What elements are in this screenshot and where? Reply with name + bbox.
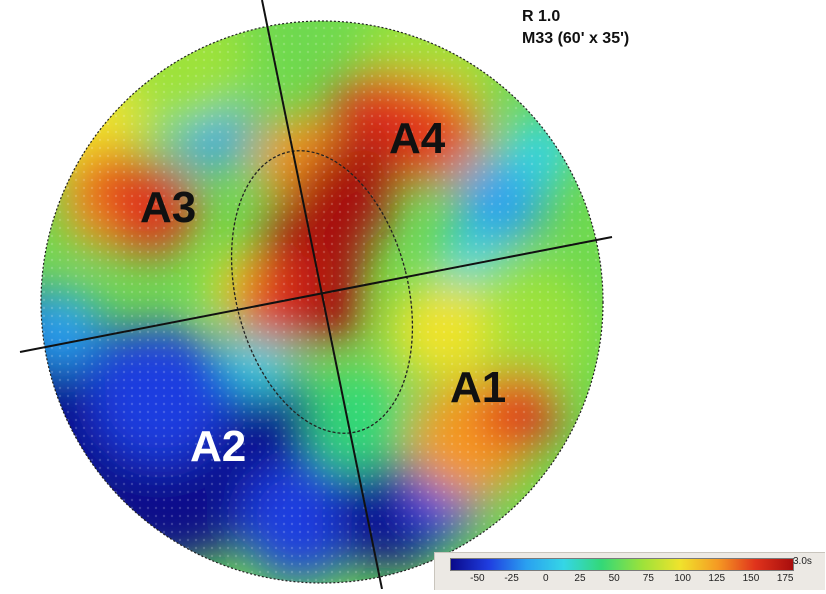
- colorbar-tick-label: 25: [574, 573, 586, 584]
- minor-axis-line: [19, 236, 613, 353]
- colorbar-tick-label: 125: [708, 573, 726, 584]
- major-axis-line: [261, 0, 383, 590]
- colorbar: 3.0s -50 -25 0 25 50 75 100 125 150 175: [434, 552, 825, 590]
- galaxy-ellipse: [230, 150, 414, 434]
- colorbar-tick-label: 50: [608, 573, 620, 584]
- colorbar-tick-label: 175: [776, 573, 794, 584]
- colorbar-unit-label: 3.0s: [793, 556, 812, 567]
- colorbar-tick-label: 75: [642, 573, 654, 584]
- region-label-a2: A2: [190, 422, 246, 471]
- region-label-a4: A4: [389, 114, 446, 163]
- colorbar-tick-label: 0: [542, 573, 549, 584]
- colorbar-tick-label: -50: [470, 573, 485, 584]
- region-label-a3: A3: [140, 183, 196, 232]
- disk-boundary: [40, 20, 604, 584]
- radius-label: R 1.0: [522, 8, 561, 25]
- region-label-a1: A1: [450, 363, 506, 412]
- colorbar-tick-label: 150: [742, 573, 760, 584]
- colorbar-tick-label: 100: [674, 573, 691, 584]
- colorbar-gradient: [450, 558, 794, 571]
- object-label: M33 (60' x 35'): [522, 30, 630, 47]
- colorbar-tick-label: -25: [504, 573, 519, 584]
